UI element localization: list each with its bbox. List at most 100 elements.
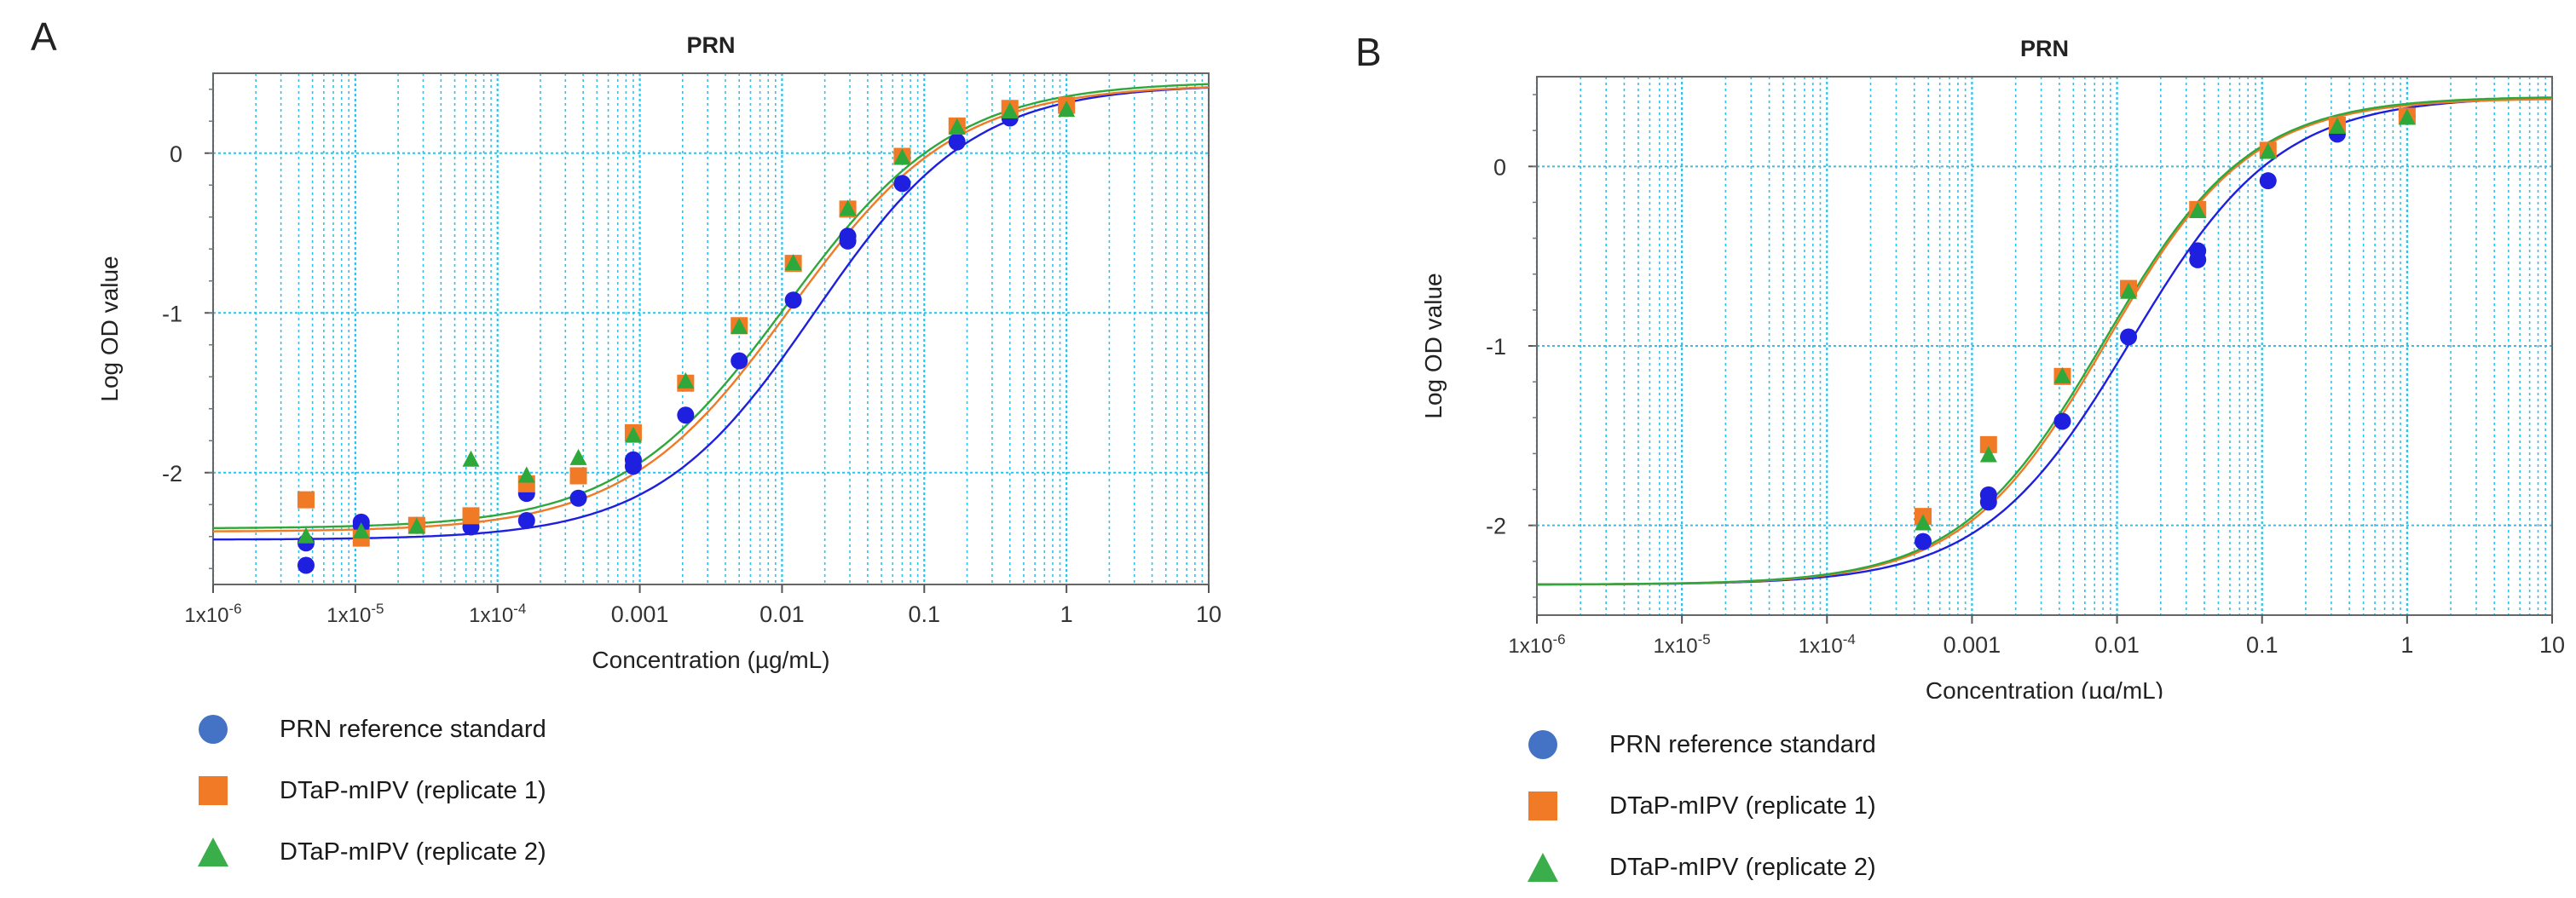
x-tick-label-exponent: -6 [228,601,241,617]
data-point-replicate1 [569,467,587,485]
x-tick-label: 10 [2539,632,2565,658]
x-tick-label-exponent: -5 [371,601,384,617]
x-tick-label-base: 1x10 [1799,635,1843,658]
data-point-reference [2120,328,2138,346]
data-point-replicate2 [2398,108,2416,125]
circle-marker-icon [199,715,228,744]
x-tick-label-base: 1x10 [469,604,513,627]
legend-label: PRN reference standard [280,715,546,743]
legend-item-replicate1: DTaP-mIPV (replicate 1) [196,760,546,821]
y-tick-label: -1 [162,301,182,326]
data-point-replicate2 [297,527,315,544]
x-tick-label: 1x10-4 [1799,631,1856,658]
fit-curve-reference [213,86,1209,541]
data-point-reference [948,133,966,151]
data-point-replicate2 [2259,142,2277,159]
x-tick-label: 0.1 [2246,632,2279,658]
fit-curve-replicate2 [213,83,1209,529]
plot-frame [212,72,1210,585]
data-point-replicate2 [1001,102,1019,118]
plot-area [213,73,1209,584]
data-point-reference [1979,493,1997,511]
x-tick-label: 1x10-5 [1654,631,1711,658]
data-point-replicate2 [517,466,535,483]
x-tick-label: 0.001 [611,602,669,627]
data-point-replicate1 [297,491,315,509]
data-point-reference [839,227,857,245]
panel-letter: B [1355,30,1382,74]
data-point-replicate2 [731,318,748,335]
y-tick-label: -2 [162,461,182,486]
legend-item-reference: PRN reference standard [196,699,546,760]
data-point-reference [297,556,315,574]
data-point-replicate2 [1979,446,1997,463]
x-tick-label: 0.1 [909,602,941,627]
x-tick-label: 1 [2400,632,2413,658]
data-point-reference [2189,242,2207,260]
data-point-replicate2 [2053,366,2071,383]
data-point-replicate1 [1979,435,1997,453]
x-tick-label-exponent: -4 [1843,631,1856,648]
y-tick-label: -1 [1486,334,1506,360]
x-tick-label-exponent: -4 [513,601,526,617]
x-tick-label-base: 1x10 [1508,635,1552,658]
legend-item-replicate2: DTaP-mIPV (replicate 2) [196,821,546,883]
triangle-marker-icon [1528,853,1558,882]
x-axis-label: Concentration (µg/mL) [592,647,829,673]
x-tick-label: 1 [1060,602,1073,627]
data-point-replicate2 [1058,101,1076,118]
data-point-replicate2 [624,426,642,443]
legend: PRN reference standard DTaP-mIPV (replic… [1526,714,1876,898]
x-tick-label: 1x10-4 [469,601,526,627]
x-tick-label-exponent: -6 [1552,631,1565,648]
chart-title: PRN [686,32,735,58]
fit-curve-replicate1 [213,86,1209,532]
x-tick-label-base: 1x10 [184,604,228,627]
data-point-replicate2 [839,199,857,216]
panel-a: A 0 -1 -2 1x10-6 1x10-5 1x10-4 0.001 0.01 0.1 1 10… [0,0,1287,886]
x-tick-label: 0.01 [2094,632,2140,658]
data-point-replicate2 [1915,514,1932,531]
legend-label: DTaP-mIPV (replicate 1) [280,776,546,804]
x-tick-label: 1x10-5 [326,601,384,627]
y-tick-label: -2 [1486,514,1506,539]
data-point-reference [784,291,802,309]
x-tick-label: 1x10-6 [184,601,241,627]
chart-title: PRN [2020,36,2069,61]
legend-label: DTaP-mIPV (replicate 2) [1609,853,1876,881]
y-axis-label: Log OD value [1420,273,1447,418]
circle-marker-icon [1528,730,1557,759]
data-point-reference [517,512,535,529]
data-point-replicate2 [569,448,587,465]
data-point-replicate2 [2189,202,2207,218]
square-marker-icon [199,776,228,805]
legend-label: DTaP-mIPV (replicate 2) [280,838,546,866]
x-axis-label: Concentration (µg/mL) [1926,677,2163,699]
data-point-reference [677,406,695,424]
legend-item-replicate2: DTaP-mIPV (replicate 2) [1526,837,1876,898]
data-point-replicate2 [893,148,911,165]
minor-gridlines [255,73,1204,584]
y-tick-label: 0 [170,141,182,167]
legend-item-reference: PRN reference standard [1526,714,1876,775]
fit-curve-replicate2 [1537,96,2552,586]
data-point-replicate2 [407,517,425,534]
data-point-reference [731,352,748,370]
data-point-reference [624,451,642,469]
data-point-replicate2 [2328,117,2346,134]
x-tick-label-base: 1x10 [326,604,371,627]
x-tick-label: 1x10-6 [1508,631,1565,658]
panel-letter: A [31,14,57,59]
y-axis-label: Log OD value [96,256,123,401]
y-tick-label: 0 [1493,154,1506,180]
data-point-reference [569,489,587,507]
legend-item-replicate1: DTaP-mIPV (replicate 1) [1526,775,1876,837]
data-point-replicate2 [352,522,370,539]
data-point-replicate2 [462,450,480,467]
x-tick-label: 0.001 [1944,632,2001,658]
data-point-replicate2 [2120,282,2138,299]
data-point-replicate2 [677,371,695,389]
legend-label: DTaP-mIPV (replicate 1) [1609,792,1876,820]
